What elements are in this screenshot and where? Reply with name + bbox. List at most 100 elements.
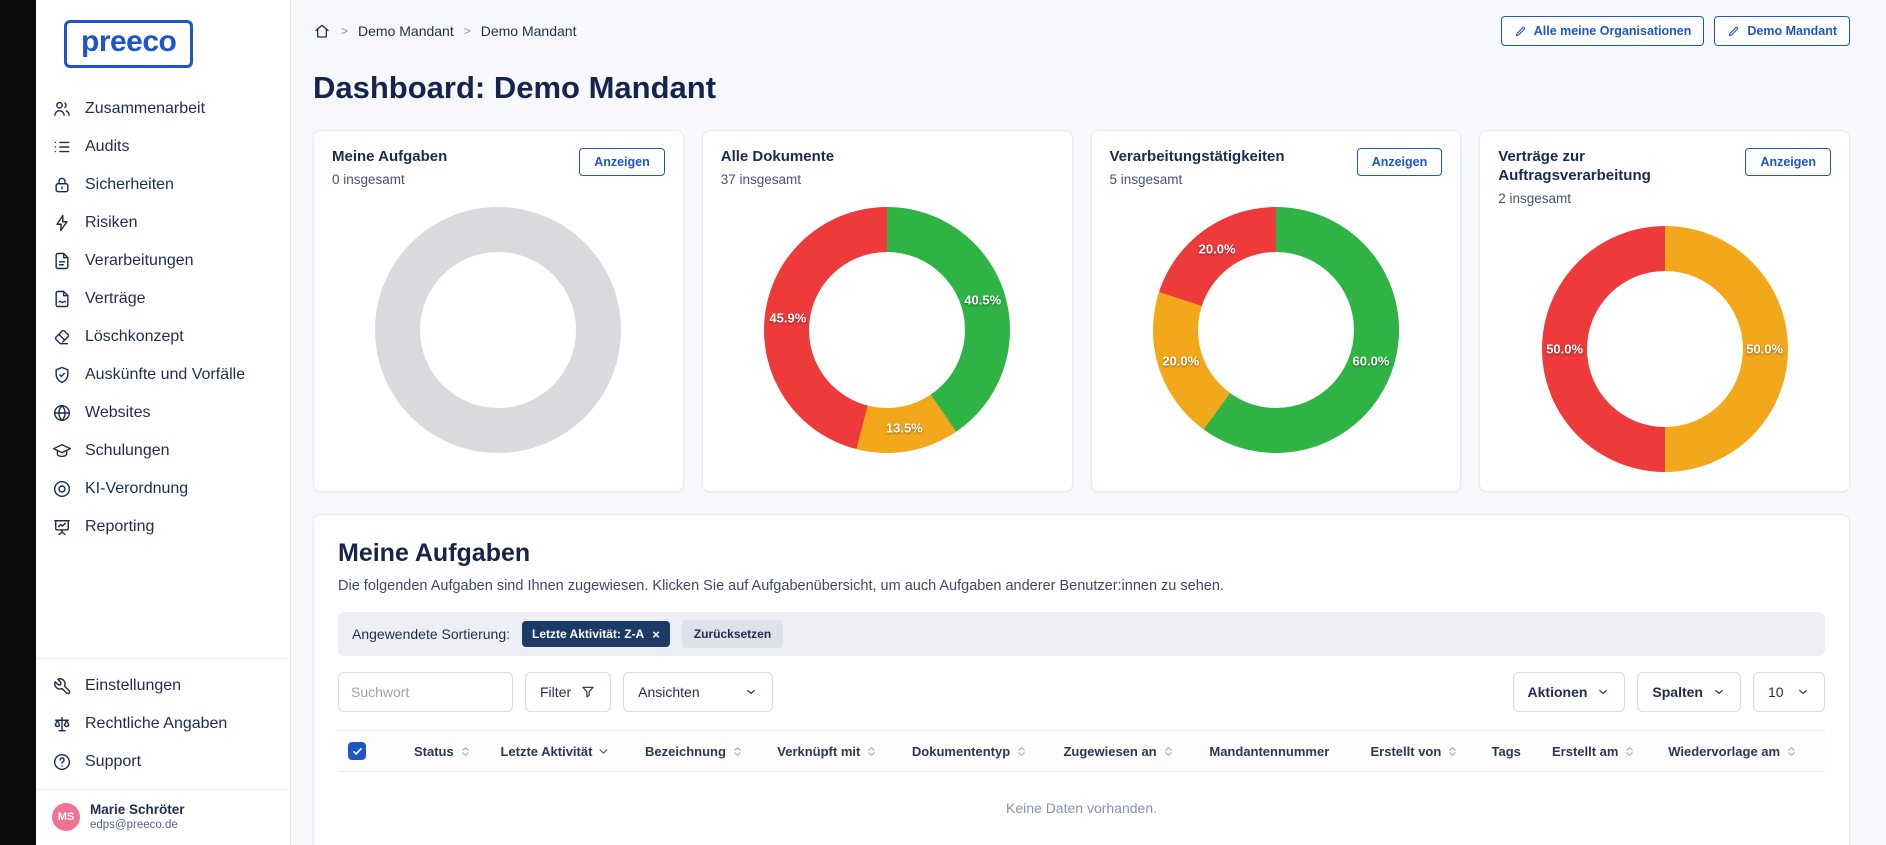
sort-both-icon — [734, 747, 741, 756]
ansichten-label: Ansichten — [638, 684, 700, 700]
column-header-zugewiesen-an[interactable]: Zugewiesen an — [1053, 730, 1200, 772]
card-header: Alle Dokumente 37 insgesamt — [721, 148, 1054, 187]
empty-row: Keine Daten vorhanden. — [338, 772, 1825, 845]
sidebar-item-label: Verarbeitungen — [85, 252, 194, 269]
column-header-verknuepft-mit[interactable]: Verknüpft mit — [767, 730, 902, 772]
dashboard-cards: Meine Aufgaben 0 insgesamt Anzeigen Alle Do… — [313, 130, 1850, 492]
lock-icon — [52, 175, 72, 195]
sidebar-item-loeschkonzept[interactable]: Löschkonzept — [36, 318, 290, 356]
select-all-checkbox[interactable] — [348, 742, 366, 760]
card-count: 5 insgesamt — [1109, 171, 1183, 187]
user-email: edps@preeco.de — [90, 819, 178, 832]
tasks-table: Status Letzte Aktivität Bezeichnung Verknüp… — [338, 730, 1825, 844]
donut-container: 50.0% 50.0% — [1498, 225, 1831, 472]
card-title: Verarbeitungstätigkeiten — [1109, 148, 1285, 165]
avatar: MS — [52, 803, 80, 832]
aktionen-button[interactable]: Aktionen — [1512, 672, 1626, 712]
shield-check-icon — [52, 365, 72, 385]
column-header-status[interactable]: Status — [404, 730, 491, 772]
card-anzeigen-button[interactable]: Anzeigen — [1745, 148, 1831, 176]
sidebar-item-schulungen[interactable]: Schulungen — [36, 432, 290, 470]
dashboard-card-meine-aufgaben: Meine Aufgaben 0 insgesamt Anzeigen — [313, 130, 684, 492]
breadcrumb-item-mandant[interactable]: Demo Mandant — [480, 23, 577, 39]
left-rail — [0, 0, 36, 845]
sidebar-item-auskuenfte-und-vorfaelle[interactable]: Auskünfte und Vorfälle — [36, 356, 290, 394]
column-header-wiedervorlage-am[interactable]: Wiedervorlage am — [1658, 730, 1825, 772]
sidebar-item-zusammenarbeit[interactable]: Zusammenarbeit — [36, 90, 290, 128]
demo-mandant-button[interactable]: Demo Mandant — [1714, 16, 1850, 46]
filter-button[interactable]: Filter — [525, 672, 612, 712]
checklist-icon — [52, 137, 72, 157]
card-count: 2 insgesamt — [1498, 190, 1572, 206]
sidebar-secondary-nav: Einstellungen Rechtliche Angaben Support — [36, 657, 290, 789]
sort-both-icon — [868, 747, 876, 756]
sort-chip[interactable]: Letzte Aktivität: Z-A × — [522, 621, 670, 647]
donut-segment-label: 50.0% — [1746, 341, 1784, 356]
filter-label: Filter — [540, 684, 572, 700]
donut-segment-label: 45.9% — [769, 310, 807, 326]
remove-sort-icon[interactable]: × — [652, 626, 660, 642]
breadcrumb-item-organisation[interactable]: Demo Mandant — [358, 23, 454, 39]
sidebar-item-sicherheiten[interactable]: Sicherheiten — [36, 166, 290, 204]
home-icon[interactable] — [313, 22, 331, 40]
user-menu[interactable]: MS Marie Schröter edps@preeco.de — [36, 788, 290, 845]
card-anzeigen-button[interactable]: Anzeigen — [1356, 148, 1443, 176]
spalten-label: Spalten — [1652, 684, 1703, 700]
donut-chart: 50.0% 50.0% — [1541, 225, 1788, 472]
button-label: Demo Mandant — [1747, 24, 1837, 38]
sidebar-item-risiken[interactable]: Risiken — [36, 204, 290, 242]
sort-both-icon — [461, 747, 469, 756]
tool-icon — [52, 676, 72, 696]
ansichten-select[interactable]: Ansichten — [623, 672, 774, 712]
sidebar-body: preeco Zusammenarbeit Audits Sicherheiten R… — [36, 0, 290, 845]
sidebar-item-ki-verordnung[interactable]: KI-Verordnung — [36, 470, 290, 508]
column-header-bezeichnung[interactable]: Bezeichnung — [635, 730, 768, 772]
column-header-letzte-aktivitaet[interactable]: Letzte Aktivität — [490, 730, 636, 772]
sort-chip-label: Letzte Aktivität: Z-A — [532, 627, 645, 641]
column-header-dokumententyp[interactable]: Dokumententyp — [901, 730, 1054, 772]
column-header-erstellt-von[interactable]: Erstellt von — [1360, 730, 1482, 772]
pencil-icon — [1727, 25, 1740, 38]
alle-meine-organisationen-button[interactable]: Alle meine Organisationen — [1500, 16, 1705, 46]
dashboard-card-alle-dokumente: Alle Dokumente 37 insgesamt 40.5% 13.5% 45.9… — [701, 130, 1073, 492]
card-anzeigen-button[interactable]: Anzeigen — [579, 148, 665, 176]
sidebar-item-label: Löschkonzept — [85, 328, 184, 345]
chevron-down-icon — [1796, 685, 1810, 699]
user-info: Marie Schröter edps@preeco.de — [90, 802, 185, 833]
sidebar-item-reporting[interactable]: Reporting — [36, 508, 290, 546]
sidebar-item-einstellungen[interactable]: Einstellungen — [36, 667, 290, 705]
sidebar-item-label: Verträge — [85, 290, 146, 307]
sidebar-item-label: Support — [85, 752, 142, 770]
breadcrumb-separator: > — [341, 24, 349, 38]
sidebar: preeco Zusammenarbeit Audits Sicherheiten R… — [0, 0, 291, 845]
card-title: Meine Aufgaben — [332, 148, 448, 165]
preeco-logo[interactable]: preeco — [64, 20, 194, 68]
donut-segment-label: 20.0% — [1198, 241, 1236, 257]
presentation-icon — [52, 517, 72, 537]
sidebar-item-label: Einstellungen — [85, 676, 182, 694]
sidebar-item-vertraege[interactable]: Verträge — [36, 280, 290, 318]
sidebar-item-rechtliche-angaben[interactable]: Rechtliche Angaben — [36, 705, 290, 743]
card-header: Verarbeitungstätigkeiten 5 insgesamt Anzei… — [1110, 148, 1443, 187]
reset-sort-button[interactable]: Zurücksetzen — [681, 620, 784, 648]
sidebar-item-verarbeitungen[interactable]: Verarbeitungen — [36, 242, 290, 280]
users-icon — [52, 99, 72, 119]
donut-container — [332, 206, 665, 453]
donut-segment-label: 13.5% — [885, 420, 923, 436]
button-label: Alle meine Organisationen — [1533, 24, 1692, 38]
sidebar-item-audits[interactable]: Audits — [36, 128, 290, 166]
column-header-erstellt-am[interactable]: Erstellt am — [1542, 730, 1659, 772]
sidebar-item-support[interactable]: Support — [36, 743, 290, 781]
card-title: Verträge zur Auftragsverarbeitung — [1498, 148, 1651, 184]
donut-chart: 40.5% 13.5% 45.9% — [764, 206, 1011, 453]
empty-message: Keine Daten vorhanden. — [1006, 800, 1157, 816]
sort-both-icon — [1164, 747, 1172, 756]
user-name: Marie Schröter — [90, 801, 185, 817]
spalten-button[interactable]: Spalten — [1637, 672, 1741, 712]
sidebar-item-websites[interactable]: Websites — [36, 394, 290, 432]
page-size-select[interactable]: 10 — [1753, 672, 1825, 712]
aktionen-label: Aktionen — [1527, 684, 1588, 700]
school-icon — [52, 441, 72, 461]
file-text-icon — [52, 251, 72, 271]
search-input[interactable] — [338, 672, 513, 712]
